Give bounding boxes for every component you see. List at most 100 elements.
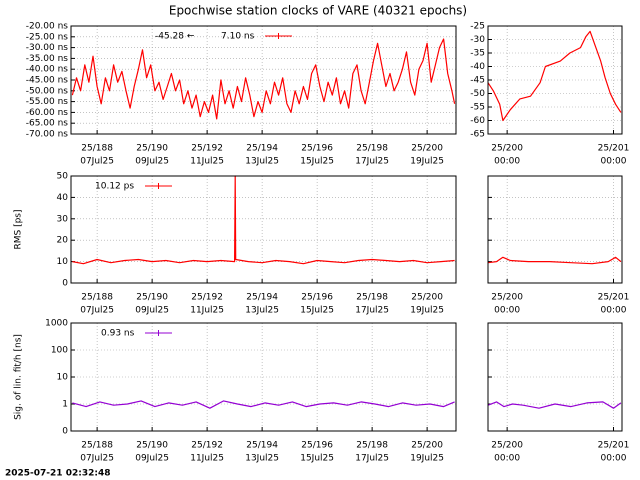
legend-label: 0.93 ns	[101, 329, 135, 339]
series-line	[71, 38, 456, 120]
y-tick-label: -25	[470, 22, 485, 32]
x-tick-label: 25/196	[301, 441, 333, 451]
x-tick-sublabel: 13Jul25	[245, 454, 279, 464]
x-tick-label: 25/188	[81, 441, 113, 451]
plot-frame	[487, 322, 623, 432]
y-tick-label: 100	[51, 346, 68, 356]
series-line	[72, 400, 455, 409]
x-tick-label: 25/200	[411, 441, 443, 451]
legend-label: 10.12 ps	[95, 182, 134, 192]
x-tick-label: 25/194	[246, 144, 278, 154]
y-tick-label: -50	[470, 89, 485, 99]
y-tick-label: -70.00 ns	[26, 130, 69, 140]
x-tick-sublabel: 13Jul25	[245, 157, 279, 167]
y-tick-label: 20	[57, 236, 69, 246]
series-line	[487, 401, 622, 409]
y-tick-label: 0	[62, 279, 68, 289]
x-tick-label: 25/190	[136, 144, 168, 154]
x-tick-sublabel: 07Jul25	[80, 306, 114, 316]
x-tick-sublabel: 09Jul25	[135, 454, 169, 464]
y-tick-label: -35.00 ns	[26, 54, 69, 64]
page-title: Epochwise station clocks of VARE (40321 …	[169, 4, 467, 18]
y-axis-label: Sig. of lin. fit/h [ns]	[14, 334, 24, 420]
y-tick-label: -60.00 ns	[26, 108, 69, 118]
x-tick-sublabel: 11Jul25	[190, 306, 224, 316]
y-tick-label: -65	[470, 130, 485, 140]
x-tick-label: 25/198	[356, 144, 388, 154]
y-tick-label: -60	[470, 116, 485, 126]
x-tick-label: 25/198	[356, 441, 388, 451]
x-tick-label: 25/200	[491, 293, 523, 303]
y-tick-label: 1	[62, 400, 68, 410]
x-tick-label: 25/198	[356, 293, 388, 303]
legend-marker	[155, 330, 162, 336]
x-tick-label: 25/194	[246, 293, 278, 303]
legend-marker	[275, 33, 282, 39]
y-tick-label: -55	[470, 103, 485, 113]
x-tick-label: 25/192	[191, 441, 223, 451]
x-tick-label: 25/196	[301, 293, 333, 303]
x-tick-label: 25/201	[598, 293, 630, 303]
y-tick-label: -30.00 ns	[26, 43, 69, 53]
series-line	[487, 256, 622, 265]
y-tick-label: -50.00 ns	[26, 86, 69, 96]
x-tick-label: 25/188	[81, 144, 113, 154]
y-tick-label: -65.00 ns	[26, 119, 69, 129]
x-tick-sublabel: 07Jul25	[80, 454, 114, 464]
timestamp: 2025-07-21 02:32:48	[5, 469, 110, 479]
x-tick-sublabel: 19Jul25	[410, 454, 444, 464]
x-tick-sublabel: 13Jul25	[245, 306, 279, 316]
legend-marker	[155, 183, 162, 189]
x-tick-sublabel: 11Jul25	[190, 157, 224, 167]
y-axis-label: RMS [ps]	[14, 209, 24, 249]
x-tick-label: 25/201	[598, 144, 630, 154]
annotation: -45.28 ←	[155, 32, 195, 42]
y-tick-label: -40	[470, 62, 485, 72]
series-line	[487, 30, 622, 122]
y-tick-label: 1000	[45, 319, 68, 329]
y-tick-label: -30	[470, 35, 485, 45]
x-tick-sublabel: 11Jul25	[190, 454, 224, 464]
x-tick-label: 25/200	[411, 144, 443, 154]
x-tick-sublabel: 00:00	[494, 306, 520, 316]
x-tick-sublabel: 07Jul25	[80, 157, 114, 167]
y-tick-label: -45.00 ns	[26, 76, 69, 86]
x-tick-label: 25/196	[301, 144, 333, 154]
x-tick-label: 25/201	[598, 441, 630, 451]
plot-frame	[70, 175, 457, 284]
x-tick-sublabel: 17Jul25	[355, 454, 389, 464]
x-tick-label: 25/192	[191, 293, 223, 303]
x-tick-sublabel: 15Jul25	[300, 157, 334, 167]
y-tick-label: 50	[57, 172, 69, 182]
y-tick-label: -25.00 ns	[26, 32, 69, 42]
y-tick-label: -40.00 ns	[26, 65, 69, 75]
plot-frame	[487, 25, 623, 135]
x-tick-sublabel: 00:00	[601, 157, 627, 167]
x-tick-sublabel: 17Jul25	[355, 157, 389, 167]
x-tick-label: 25/188	[81, 293, 113, 303]
y-tick-label: 30	[57, 214, 69, 224]
plot-frame	[487, 175, 623, 284]
x-tick-label: 25/200	[491, 441, 523, 451]
x-tick-sublabel: 00:00	[494, 157, 520, 167]
series-line	[72, 175, 455, 265]
x-tick-label: 25/190	[136, 441, 168, 451]
y-tick-label: 40	[57, 193, 69, 203]
x-tick-sublabel: 15Jul25	[300, 306, 334, 316]
x-tick-label: 25/192	[191, 144, 223, 154]
y-tick-label: 0	[62, 427, 68, 437]
x-tick-sublabel: 09Jul25	[135, 306, 169, 316]
y-tick-label: 10	[57, 373, 69, 383]
x-tick-sublabel: 09Jul25	[135, 157, 169, 167]
y-tick-label: -20.00 ns	[26, 22, 69, 32]
x-tick-sublabel: 19Jul25	[410, 306, 444, 316]
y-tick-label: -45	[470, 76, 485, 86]
legend-label: 7.10 ns	[221, 32, 255, 42]
y-tick-label: -35	[470, 49, 485, 59]
y-tick-label: 10	[57, 257, 69, 267]
x-tick-label: 25/200	[491, 144, 523, 154]
x-tick-sublabel: 00:00	[494, 454, 520, 464]
x-tick-sublabel: 17Jul25	[355, 306, 389, 316]
x-tick-sublabel: 00:00	[601, 454, 627, 464]
